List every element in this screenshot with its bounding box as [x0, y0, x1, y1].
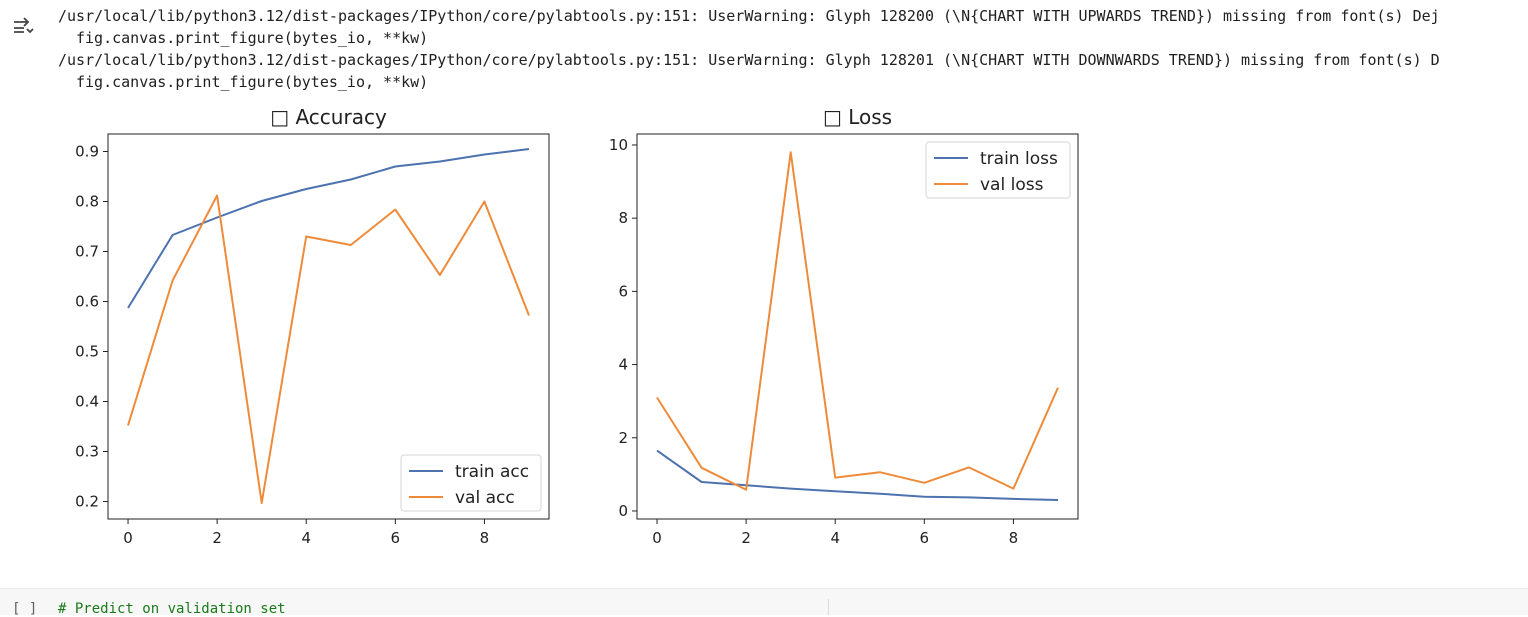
run-cell-button[interactable]: [ ] [12, 601, 38, 617]
legend-label: train acc [455, 462, 529, 482]
y-tick-label: 0.7 [75, 243, 99, 261]
warning-line: /usr/local/lib/python3.12/dist-packages/… [58, 7, 1440, 25]
cell-divider [828, 599, 829, 615]
y-tick-label: 6 [618, 282, 628, 300]
output-toggle-icon[interactable] [10, 14, 36, 40]
x-tick-label: 8 [1009, 529, 1019, 547]
warning-line: /usr/local/lib/python3.12/dist-packages/… [58, 51, 1440, 69]
y-tick-label: 0.6 [75, 293, 99, 311]
x-tick-label: 6 [391, 529, 401, 547]
y-tick-label: 10 [609, 136, 628, 154]
y-tick-label: 0.9 [75, 143, 99, 161]
warning-line: fig.canvas.print_figure(bytes_io, **kw) [76, 73, 429, 91]
axes-frame [107, 133, 550, 520]
legend: train loss val loss [925, 141, 1071, 199]
warning-line: fig.canvas.print_figure(bytes_io, **kw) [76, 29, 429, 47]
x-tick-label: 2 [212, 529, 222, 547]
y-tick-label: 2 [618, 429, 628, 447]
legend-label: train loss [980, 149, 1058, 169]
x-tick-label: 4 [830, 529, 840, 547]
chart-1: □ Loss 0 2 4 6 8 10 0 2 4 6 8 train loss val loss [609, 105, 1079, 547]
code-comment[interactable]: # Predict on validation set [58, 601, 286, 617]
chart-title: □ Loss [823, 105, 892, 129]
series-line-val-loss [656, 151, 1059, 491]
y-tick-label: 0.4 [75, 393, 99, 411]
x-tick-label: 6 [920, 529, 930, 547]
y-tick-label: 0.8 [75, 193, 99, 211]
y-tick-label: 0 [618, 502, 628, 520]
legend: train acc val acc [400, 454, 542, 512]
figure: □ Accuracy 0.2 0.3 0.4 0.5 0.6 0.7 0.8 0.9 0 2 4 6 8 t… [75, 105, 1079, 547]
x-tick-label: 4 [301, 529, 311, 547]
series-line-val-acc [127, 194, 530, 504]
chart-0: □ Accuracy 0.2 0.3 0.4 0.5 0.6 0.7 0.8 0.9 0 2 4 6 8 t… [75, 105, 550, 547]
axes-frame [636, 133, 1079, 520]
y-tick-label: 0.3 [75, 443, 99, 461]
legend-label: val loss [980, 175, 1044, 195]
next-code-cell[interactable]: [ ] # Predict on validation set [0, 588, 1528, 617]
series-line-train-loss [656, 449, 1059, 501]
legend-label: val acc [455, 488, 515, 508]
x-tick-label: 8 [480, 529, 490, 547]
x-tick-label: 0 [123, 529, 133, 547]
cell-output: /usr/local/lib/python3.12/dist-packages/… [10, 7, 1440, 547]
series-line-train-acc [127, 148, 530, 309]
y-tick-label: 0.2 [75, 493, 99, 511]
chart-title: □ Accuracy [270, 105, 387, 129]
y-tick-label: 4 [618, 356, 628, 374]
x-tick-label: 0 [652, 529, 662, 547]
x-tick-label: 2 [741, 529, 751, 547]
y-tick-label: 0.5 [75, 343, 99, 361]
y-tick-label: 8 [618, 209, 628, 227]
